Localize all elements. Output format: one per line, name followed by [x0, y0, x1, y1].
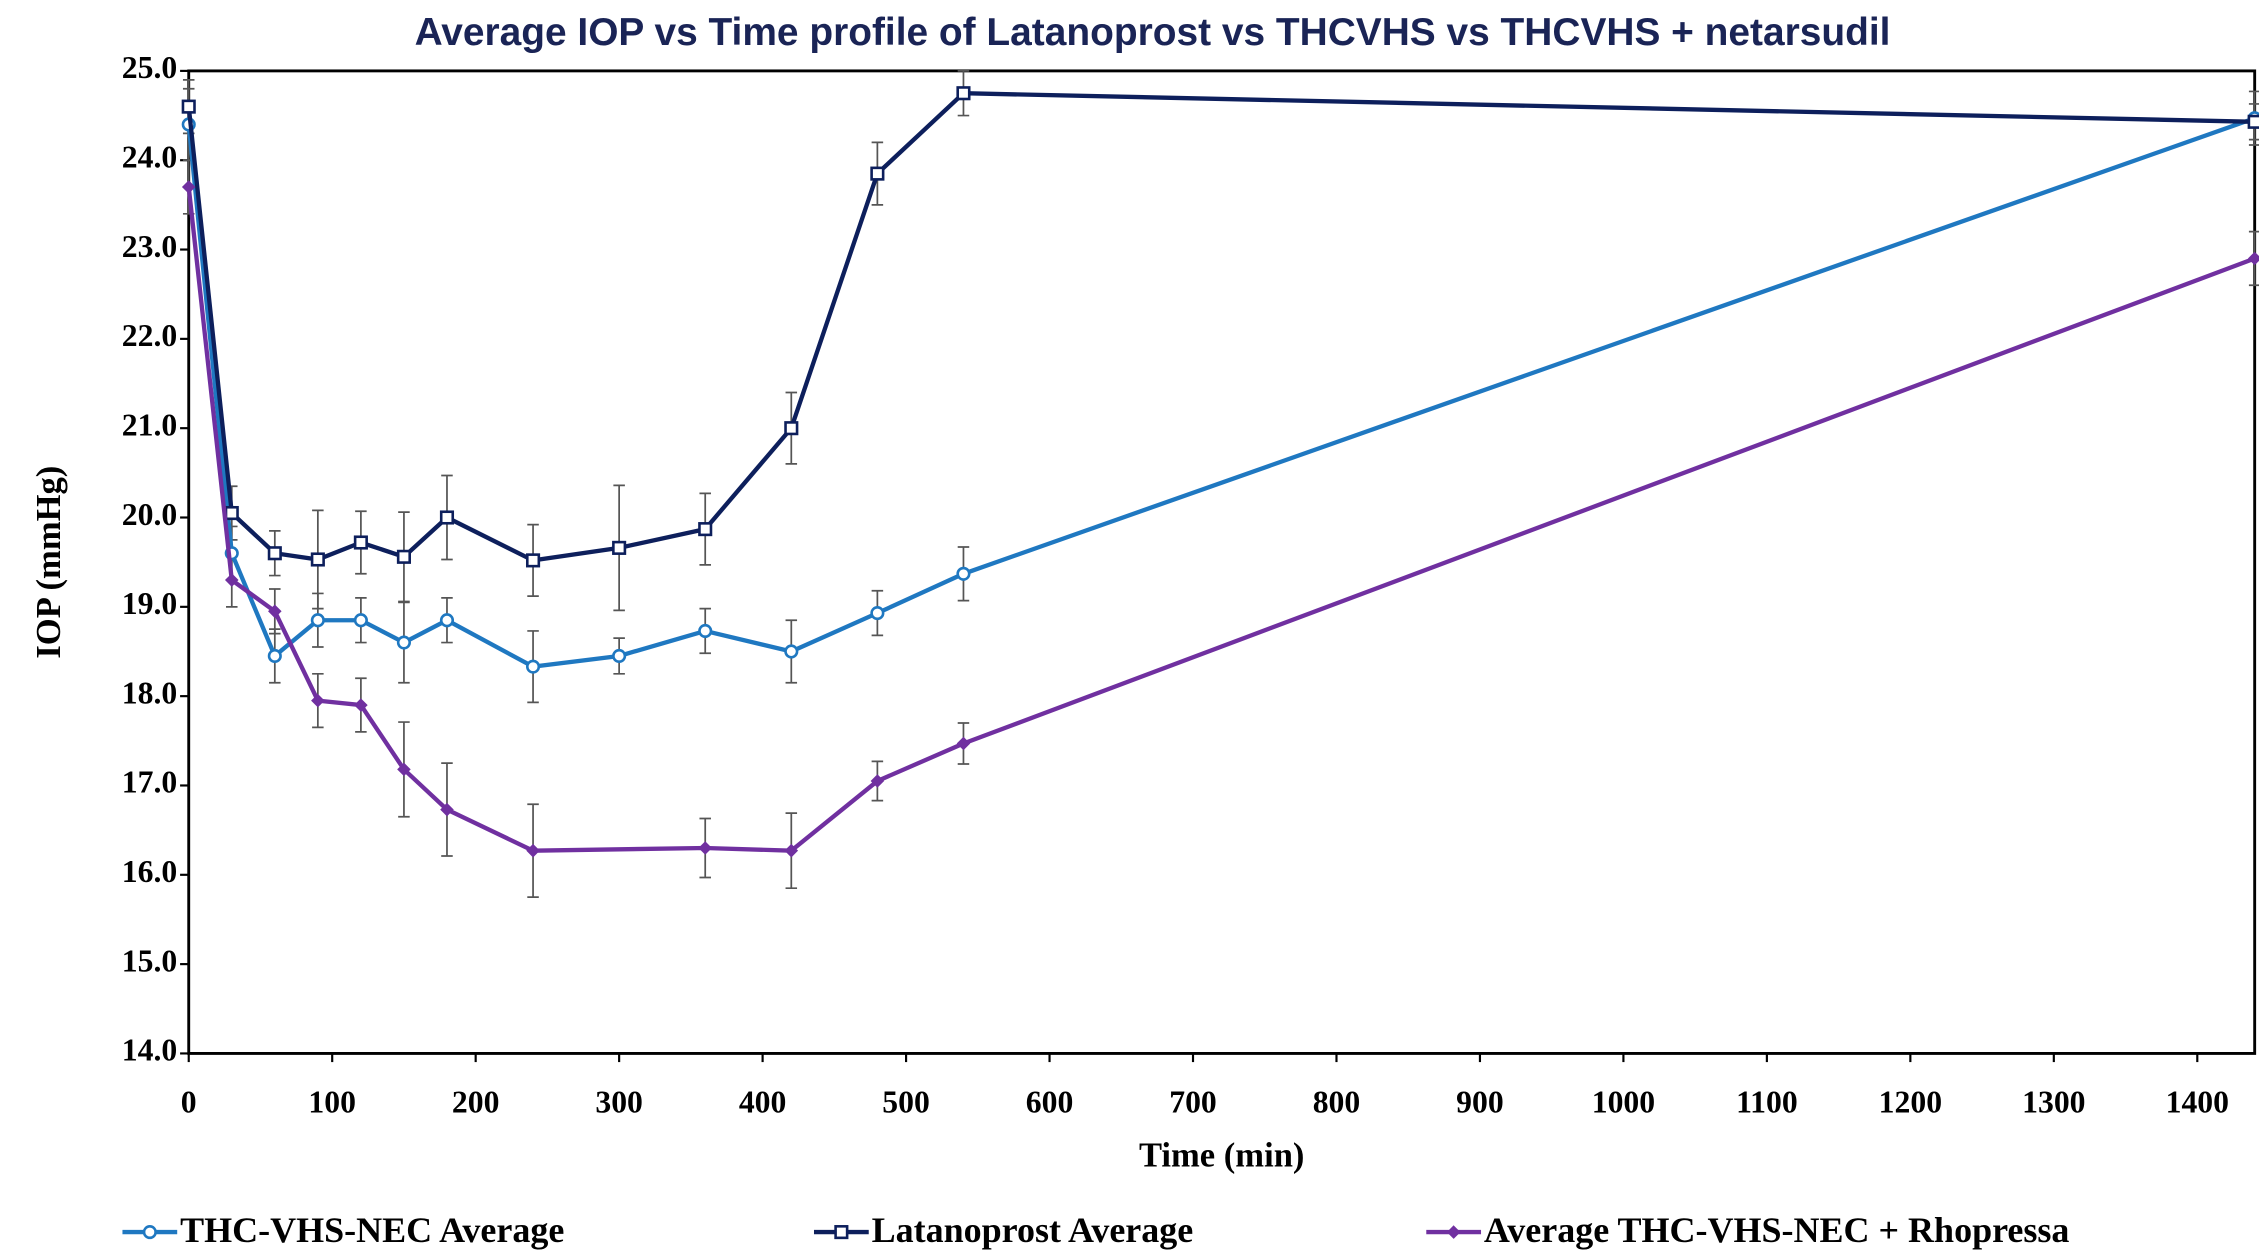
x-tick-label: 100: [308, 1085, 356, 1120]
data-point: [353, 613, 368, 628]
y-tick-label: 16.0: [122, 854, 177, 889]
series-line: [186, 91, 2255, 563]
y-tick-label: 17.0: [122, 765, 177, 800]
data-point: [310, 613, 325, 628]
data-point: [310, 552, 325, 567]
x-tick-label: 1400: [2166, 1085, 2229, 1120]
data-point: [354, 698, 368, 712]
y-tick-label: 22.0: [122, 318, 177, 353]
legend-marker: [142, 1225, 157, 1240]
x-tick-label: 1200: [1879, 1085, 1942, 1120]
data-point: [267, 546, 282, 561]
y-tick-label: 18.0: [122, 675, 177, 710]
data-point: [870, 606, 885, 621]
y-tick-label: 19.0: [122, 586, 177, 621]
data-point: [397, 762, 411, 777]
data-point: [2247, 114, 2259, 129]
x-tick-label: 0: [181, 1085, 197, 1120]
y-tick-label: 25.0: [122, 50, 177, 85]
data-point: [525, 553, 541, 568]
data-point: [439, 510, 455, 525]
x-tick-label: 600: [1026, 1085, 1074, 1120]
x-tick-label: 500: [882, 1085, 930, 1120]
data-point: [311, 693, 325, 708]
x-tick-label: 800: [1313, 1085, 1361, 1120]
data-point: [870, 774, 885, 788]
x-tick-label: 300: [595, 1085, 643, 1120]
x-tick-label: 700: [1169, 1085, 1217, 1120]
data-point: [224, 573, 239, 587]
x-tick-label: 400: [739, 1085, 787, 1120]
chart-title: Average IOP vs Time profile of Latanopro…: [415, 11, 1891, 54]
x-tick-label: 900: [1456, 1085, 1504, 1120]
y-tick-label: 20.0: [122, 497, 177, 532]
data-point: [784, 644, 799, 659]
data-point: [440, 802, 454, 817]
data-point: [224, 505, 239, 521]
data-point: [525, 659, 541, 674]
data-point: [612, 648, 627, 664]
legend-label: Latanoprost Average: [872, 1210, 1194, 1250]
data-point: [267, 648, 282, 664]
y-axis-label: IOP (mmHg): [30, 466, 68, 659]
legend-marker: [1446, 1225, 1461, 1239]
data-point: [353, 535, 368, 550]
plot-frame: [187, 69, 2257, 1055]
data-point: [181, 180, 196, 194]
data-point: [396, 635, 411, 650]
data-point: [956, 566, 971, 581]
x-tick-label: 200: [452, 1085, 500, 1120]
data-point: [870, 166, 885, 181]
x-tick-label: 1300: [2022, 1085, 2085, 1120]
legend-marker: [834, 1225, 849, 1240]
data-point: [268, 604, 282, 619]
data-point: [956, 736, 971, 751]
y-tick-label: 15.0: [122, 943, 177, 978]
x-tick-label: 1000: [1592, 1085, 1655, 1120]
legend-label: Average THC-VHS-NEC + Rhopressa: [1484, 1210, 2070, 1250]
series-line: [186, 186, 2256, 853]
data-point: [698, 841, 712, 855]
x-axis-label: Time (min): [1139, 1137, 1304, 1175]
data-point: [698, 522, 713, 537]
data-point: [181, 99, 196, 114]
series-line: [186, 116, 2256, 669]
data-point: [612, 540, 627, 555]
x-tick-label: 1100: [1736, 1085, 1798, 1120]
y-tick-label: 14.0: [122, 1033, 177, 1068]
y-tick-label: 23.0: [122, 229, 177, 264]
data-point: [526, 843, 540, 858]
data-point: [439, 613, 455, 628]
data-point: [698, 623, 713, 639]
data-point: [396, 549, 411, 564]
data-point: [2247, 251, 2259, 266]
y-tick-label: 21.0: [122, 407, 177, 442]
data-point: [956, 86, 971, 101]
legend-label: THC-VHS-NEC Average: [180, 1210, 564, 1250]
data-point: [784, 843, 799, 858]
data-point: [784, 421, 799, 436]
y-tick-label: 24.0: [122, 139, 177, 174]
